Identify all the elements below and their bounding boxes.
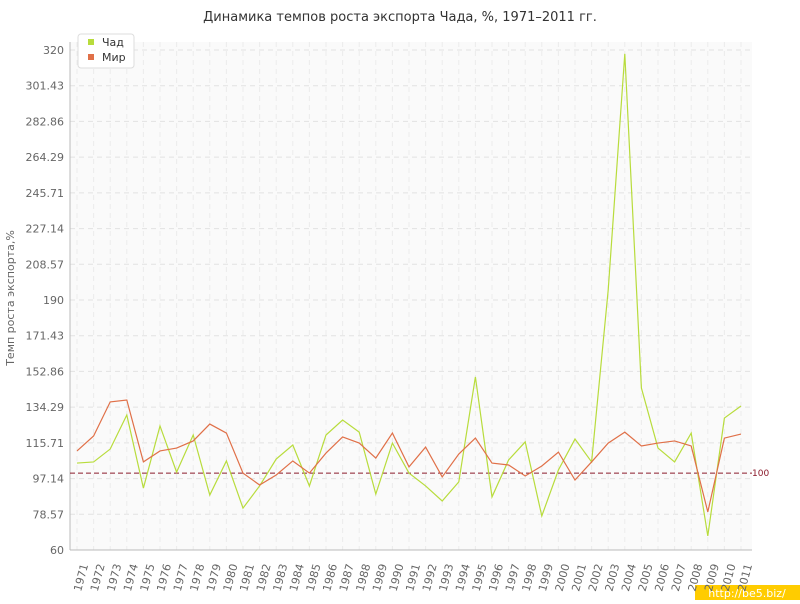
y-tick-label: 320	[43, 44, 64, 57]
y-tick-label: 245.71	[26, 187, 65, 200]
y-tick-label: 190	[43, 294, 64, 307]
y-tick-label: 208.57	[26, 258, 65, 271]
watermark-bg	[695, 585, 800, 600]
y-tick-label: 78.57	[33, 508, 65, 521]
y-tick-label: 264.29	[26, 151, 65, 164]
legend-label: Чад	[102, 36, 124, 49]
y-tick-label: 152.86	[26, 365, 65, 378]
legend-swatch	[88, 54, 94, 60]
series-line	[76, 399, 742, 513]
y-tick-label: 171.43	[26, 330, 65, 343]
y-tick-label: 227.14	[26, 223, 65, 236]
chart-title: Динамика темпов роста экспорта Чада, %, …	[203, 10, 597, 25]
y-tick-label: 282.86	[26, 115, 65, 128]
y-tick-label: 301.43	[26, 80, 65, 93]
reference-label: 100	[752, 469, 769, 479]
y-tick-label: 134.29	[26, 401, 65, 414]
y-tick-label: 60	[50, 544, 64, 557]
legend-label: Мир	[102, 51, 126, 64]
plot-area	[70, 42, 752, 550]
y-axis-label: Темп роста экспорта,%	[4, 230, 17, 367]
series-line	[76, 53, 742, 537]
y-tick-label: 115.71	[26, 437, 65, 450]
watermark: http://be5.biz/	[708, 587, 786, 600]
y-tick-label: 97.14	[33, 473, 65, 486]
legend-swatch	[88, 39, 94, 45]
